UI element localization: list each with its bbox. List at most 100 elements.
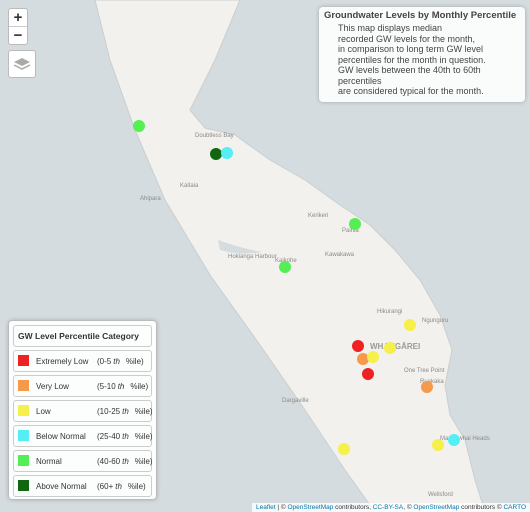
site-marker[interactable] [421,381,433,393]
place-label: Kawakawa [325,252,355,258]
range-unit: %ile) [130,382,149,391]
markers [133,120,460,455]
text: , © [403,504,414,511]
site-marker[interactable] [448,434,460,446]
place-label: Hokianga Harbour [228,254,277,260]
zoom-control: + − [8,8,28,45]
site-marker[interactable] [221,147,233,159]
site-marker[interactable] [210,148,222,160]
legend-label: Extremely Low [36,357,89,366]
text: | © [277,504,288,511]
legend-item: Normal (40-60 th %ile) [13,450,153,472]
legend-range: (10-25 th %ile) [97,407,153,416]
place-label: Ruakaka [420,379,444,385]
layers-control[interactable] [8,50,36,78]
legend-swatch [18,380,29,391]
range-text: (60+ [97,482,114,491]
range-unit: %ile) [134,407,153,416]
legend-title: GW Level Percentile Category [13,325,152,347]
site-marker[interactable] [357,353,369,365]
legend-label: Below Normal [36,432,86,441]
place-label: Dargaville [282,398,309,404]
site-marker[interactable] [279,261,291,273]
range-unit: %ile) [127,482,146,491]
legend-range: (60+ th %ile) [97,482,146,491]
legend-range: (25-40 th %ile) [97,432,153,441]
site-marker[interactable] [338,443,350,455]
range-ordinal: th [115,482,122,491]
legend-item: Below Normal (25-40 th %ile) [13,425,153,447]
info-line: This map displays median [338,23,443,33]
range-text: (0-5 [97,357,112,366]
site-marker[interactable] [367,351,379,363]
legend-item: Low (10-25 th %ile) [13,400,153,422]
site-marker[interactable] [362,368,374,380]
legend-swatch [18,355,29,366]
link[interactable]: CARTO [503,504,526,511]
legend: GW Level Percentile Category Extremely L… [8,320,157,500]
link[interactable]: Leaflet [256,504,276,511]
place-label: Ahipara [140,196,161,202]
range-ordinal: th [122,432,129,441]
legend-label: Very Low [36,382,69,391]
legend-swatch [18,455,29,466]
place-label: Kerikeri [308,213,328,219]
range-text: (5-10 [97,382,116,391]
range-ordinal: th [113,357,120,366]
info-line: in comparison to long term GW level [338,44,484,54]
place-label: Paihia [342,228,359,234]
legend-item: Above Normal (60+ th %ile) [13,475,152,497]
range-ordinal: th [117,382,125,391]
range-unit: %ile) [134,432,153,441]
text: contributors, [333,504,373,511]
range-unit: %ile) [125,357,144,366]
land [94,0,486,512]
range-unit: %ile) [134,457,153,466]
place-label: Kaitaia [180,183,199,189]
link[interactable]: OpenStreetMap [287,504,334,511]
zoom-out[interactable]: − [9,26,27,44]
site-marker[interactable] [404,319,416,331]
attribution: Leaflet | © OpenStreetMap contributors, … [252,503,530,512]
legend-range: (5-10 th %ile) [97,382,148,391]
legend-swatch [18,430,29,441]
range-text: (10-25 [97,407,121,416]
legend-swatch [18,405,29,416]
site-marker[interactable] [352,340,364,352]
zoom-in[interactable]: + [13,9,23,26]
legend-swatch [18,480,29,491]
legend-item: Extremely Low (0-5 th %ile) [13,350,152,372]
legend-range: (0-5 th %ile) [97,357,144,366]
info-line: recorded GW levels for the month, [338,33,476,44]
range-ordinal: th [122,407,129,416]
range-ordinal: th [122,457,129,466]
text: contributors © [459,504,504,511]
place-label: Wellsford [428,492,453,498]
info-box: Groundwater Levels by Monthly Percentile… [319,7,525,102]
info-line: GW levels between the 40th to 60th perce… [338,65,481,86]
legend-label: Above Normal [36,482,87,491]
site-marker[interactable] [349,218,361,230]
legend-item: Very Low (5-10 th %ile) [13,375,152,397]
site-marker[interactable] [133,120,145,132]
info-line: are considered typical for the month. [338,86,484,96]
info-line: percentiles for the month in question. [338,54,486,65]
range-text: (25-40 [97,432,121,441]
layers-icon [13,58,31,70]
info-title: Groundwater Levels by Monthly Percentile [324,10,517,21]
legend-label: Low [36,407,51,416]
site-marker[interactable] [432,439,444,451]
link[interactable]: CC-BY-SA [372,504,404,511]
place-label: Ngunguru [422,318,448,324]
place-label: Hikurangi [377,309,402,315]
place-label: Doubtless Bay [195,133,234,139]
place-label: Mangawhai Heads [440,436,490,442]
harbour [218,240,262,254]
place-label: One Tree Point [404,368,445,374]
legend-label: Normal [36,457,62,466]
range-text: (40-60 [97,457,121,466]
site-marker[interactable] [384,342,396,354]
link[interactable]: OpenStreetMap [413,504,460,511]
